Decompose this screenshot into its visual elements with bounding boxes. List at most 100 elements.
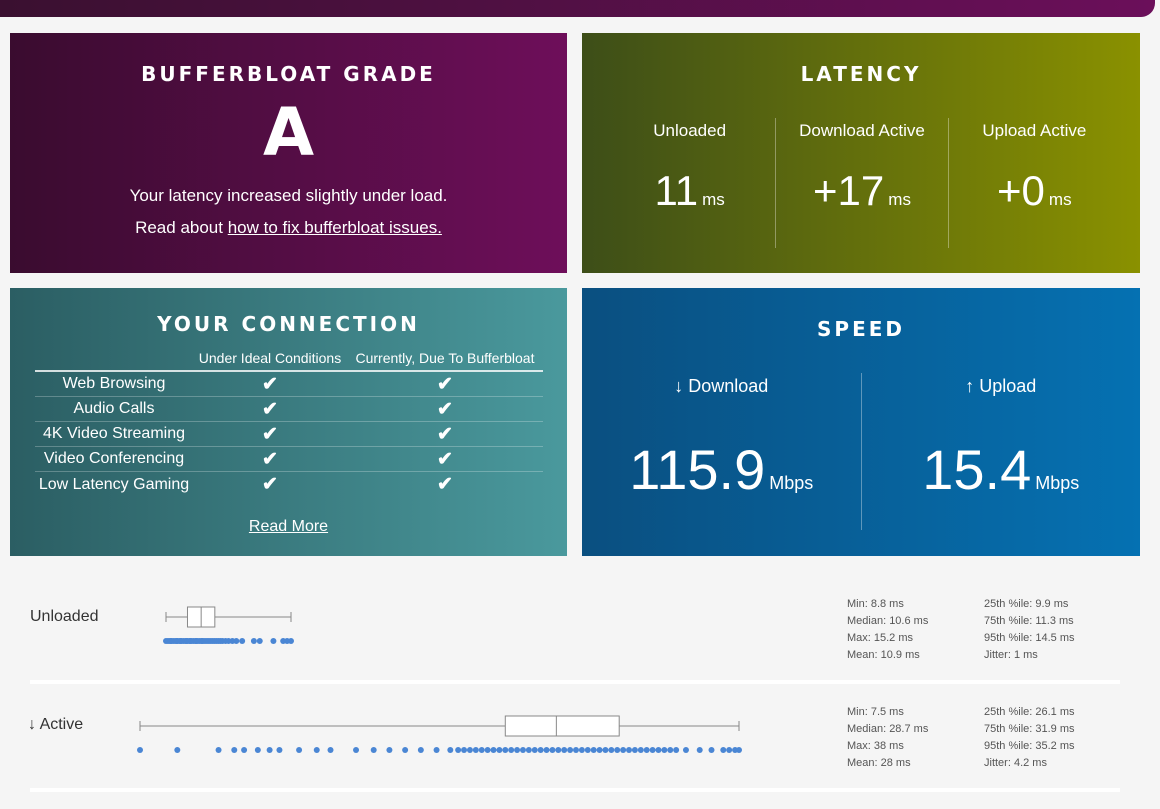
unloaded-stats-right: 25th %ile: 9.9 ms 75th %ile: 11.3 ms 95t… bbox=[984, 596, 1114, 664]
unloaded-sample-point bbox=[250, 638, 257, 644]
active-sample-point bbox=[174, 747, 181, 753]
connection-row: Web Browsing ✔ ✔ bbox=[35, 372, 543, 397]
unloaded-boxplot bbox=[163, 606, 294, 644]
current-check-icon: ✔ bbox=[437, 448, 453, 470]
active-sample-point bbox=[572, 747, 579, 753]
latency-unit: ms bbox=[888, 190, 911, 209]
latency-label: Unloaded bbox=[653, 121, 727, 140]
stat-line: Max: 15.2 ms bbox=[847, 632, 914, 644]
speed-columns: ↓ Download 115.9 Mbps ↑ Upload 15.4 Mbps bbox=[582, 373, 1140, 530]
active-sample-point bbox=[649, 747, 656, 753]
active-sample-point bbox=[543, 747, 550, 753]
download-unit: Mbps bbox=[769, 473, 814, 493]
ideal-check-icon: ✔ bbox=[262, 398, 278, 420]
active-sample-point bbox=[726, 747, 733, 753]
active-sample-point bbox=[447, 747, 454, 753]
active-sample-point bbox=[276, 747, 283, 753]
unloaded-title: Unloaded bbox=[30, 608, 99, 625]
grade-title: BUFFERBLOAT GRADE bbox=[141, 62, 436, 86]
active-sample-point bbox=[514, 747, 521, 753]
latency-unit: ms bbox=[1048, 190, 1072, 209]
active-sample-point bbox=[472, 747, 479, 753]
active-sample-point bbox=[567, 747, 574, 753]
read-more-link[interactable]: Read More bbox=[248, 518, 329, 535]
active-sample-point bbox=[555, 747, 562, 753]
active-sample-point bbox=[433, 747, 440, 753]
latency-number: +17 bbox=[813, 167, 885, 214]
active-stats-left: Min: 7.5 ms Median: 28.7 ms Max: 38 ms M… bbox=[847, 704, 977, 772]
grade-link-line: Read about how to fix bufferbloat issues… bbox=[10, 218, 567, 238]
active-sample-point bbox=[655, 747, 662, 753]
active-sample-point bbox=[502, 747, 509, 753]
header-current: Currently, Due To Bufferbloat bbox=[355, 350, 535, 366]
latency-number: 11 bbox=[654, 167, 699, 214]
active-sample-point bbox=[525, 747, 532, 753]
stats-divider bbox=[30, 788, 1120, 792]
your-connection-card: YOUR CONNECTION Under Ideal Conditions C… bbox=[10, 288, 567, 556]
active-sample-point bbox=[590, 747, 597, 753]
active-sample-point bbox=[584, 747, 591, 753]
active-sample-point bbox=[614, 747, 621, 753]
current-check-icon: ✔ bbox=[437, 398, 453, 420]
connection-table: Under Ideal Conditions Currently, Due To… bbox=[35, 350, 543, 497]
active-sample-point bbox=[531, 747, 538, 753]
connection-rows: Web Browsing ✔ ✔ Audio Calls ✔ ✔ 4K Video Stre… bbox=[35, 372, 543, 497]
stat-line: Mean: 10.9 ms bbox=[847, 649, 920, 661]
unloaded-sample-point bbox=[288, 638, 294, 644]
active-sample-point bbox=[484, 747, 491, 753]
active-sample-point bbox=[708, 747, 715, 753]
connection-activity-name: 4K Video Streaming bbox=[42, 425, 185, 442]
active-sample-point bbox=[682, 747, 689, 753]
latency-download-active: Download Active +17 ms bbox=[775, 118, 947, 248]
latency-value: 11 ms bbox=[604, 167, 775, 215]
upload-label: ↑ Upload bbox=[965, 376, 1037, 396]
ideal-check-icon: ✔ bbox=[262, 474, 278, 495]
active-sample-point bbox=[490, 747, 497, 753]
active-sample-point bbox=[402, 747, 409, 753]
active-iqr-box bbox=[504, 715, 620, 737]
fix-bufferbloat-link[interactable]: how to fix bufferbloat issues. bbox=[227, 218, 442, 237]
connection-activity-name: Audio Calls bbox=[73, 400, 155, 417]
active-sample-point bbox=[370, 747, 377, 753]
stats-divider bbox=[30, 680, 1120, 684]
active-sample-point bbox=[537, 747, 544, 753]
read-more-line: Read More bbox=[10, 518, 567, 536]
connection-activity-name: Low Latency Gaming bbox=[38, 475, 190, 493]
active-sample-point bbox=[386, 747, 393, 753]
active-sample-point bbox=[519, 747, 526, 753]
grade-letter: A bbox=[262, 94, 315, 171]
active-sample-point bbox=[241, 747, 248, 753]
active-sample-point bbox=[508, 747, 515, 753]
connection-row: Video Conferencing ✔ ✔ bbox=[35, 447, 543, 472]
active-sample-point bbox=[596, 747, 603, 753]
speed-card: SPEED ↓ Download 115.9 Mbps ↑ Upload 15.4… bbox=[582, 288, 1140, 556]
active-sample-point bbox=[231, 747, 238, 753]
active-sample-point bbox=[561, 747, 568, 753]
active-sample-point bbox=[461, 747, 468, 753]
unloaded-sample-point bbox=[256, 638, 263, 644]
unloaded-sample-point bbox=[233, 638, 240, 644]
current-check-icon: ✔ bbox=[437, 474, 453, 495]
active-sample-point bbox=[137, 747, 143, 753]
header-blank bbox=[35, 350, 193, 370]
download-label: ↓ Download bbox=[674, 376, 769, 396]
active-sample-point bbox=[455, 747, 462, 753]
current-check-icon: ✔ bbox=[437, 423, 453, 445]
download-number: 115.9 bbox=[629, 438, 766, 501]
active-sample-point bbox=[637, 747, 644, 753]
stat-line: Min: 8.8 ms bbox=[847, 598, 904, 610]
stat-line: Mean: 28 ms bbox=[847, 757, 911, 769]
latency-card: LATENCY Unloaded 11 ms Download Active +1… bbox=[582, 33, 1140, 273]
latency-label: Download Active bbox=[799, 121, 925, 140]
ideal-check-icon: ✔ bbox=[262, 448, 278, 470]
latency-unit: ms bbox=[702, 190, 725, 209]
stat-line: 25th %ile: 9.9 ms bbox=[984, 598, 1069, 610]
ideal-check-icon: ✔ bbox=[262, 423, 278, 445]
stat-line: Median: 28.7 ms bbox=[847, 723, 929, 735]
upload-number: 15.4 bbox=[922, 438, 1032, 501]
grade-link-prefix: Read about bbox=[135, 218, 228, 237]
stat-line: 95th %ile: 14.5 ms bbox=[984, 632, 1075, 644]
upload-unit: Mbps bbox=[1035, 473, 1080, 493]
active-sample-point bbox=[266, 747, 273, 753]
active-sample-point bbox=[643, 747, 650, 753]
